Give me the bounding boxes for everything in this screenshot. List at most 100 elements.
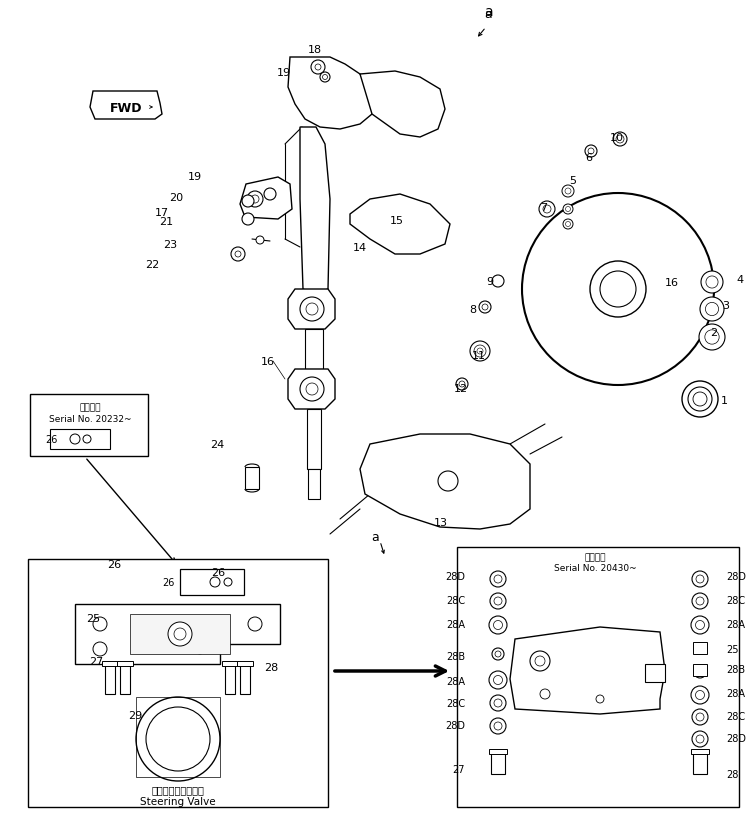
Text: 21: 21: [159, 217, 173, 227]
Circle shape: [438, 472, 458, 491]
Circle shape: [590, 262, 646, 318]
Bar: [105, 664, 115, 695]
Circle shape: [530, 651, 550, 672]
Circle shape: [248, 618, 262, 631]
Circle shape: [494, 597, 502, 605]
Bar: [305, 329, 323, 369]
Bar: [693, 752, 707, 774]
Text: 20: 20: [169, 192, 183, 203]
Text: 28A: 28A: [446, 676, 465, 686]
Text: a: a: [484, 7, 492, 20]
Polygon shape: [288, 290, 335, 329]
Text: 24: 24: [210, 440, 224, 450]
Circle shape: [306, 304, 318, 315]
Text: 26: 26: [107, 559, 121, 569]
Circle shape: [306, 383, 318, 396]
Bar: [237, 661, 253, 666]
Circle shape: [224, 578, 232, 586]
Text: Steering Valve: Steering Valve: [140, 796, 216, 806]
Bar: [245, 468, 259, 490]
Circle shape: [93, 642, 107, 656]
Text: 2: 2: [710, 328, 718, 337]
Text: 25: 25: [86, 613, 100, 623]
Bar: [457, 547, 739, 807]
Text: 28C: 28C: [446, 595, 465, 605]
Circle shape: [696, 621, 705, 630]
Circle shape: [493, 676, 502, 685]
Text: 16: 16: [261, 356, 275, 367]
Text: 28B: 28B: [446, 651, 465, 661]
Bar: [130, 614, 230, 654]
Text: 23: 23: [163, 240, 177, 250]
Circle shape: [482, 305, 488, 310]
Text: 26: 26: [211, 568, 225, 577]
Text: FWD: FWD: [110, 102, 142, 115]
Bar: [30, 395, 148, 456]
Circle shape: [311, 61, 325, 75]
Bar: [645, 664, 665, 682]
Text: 28A: 28A: [446, 619, 465, 629]
Bar: [28, 559, 328, 807]
Text: 10: 10: [610, 133, 624, 143]
Circle shape: [456, 378, 468, 391]
Circle shape: [691, 616, 709, 634]
Circle shape: [692, 572, 708, 587]
Circle shape: [700, 297, 724, 322]
Bar: [491, 752, 505, 774]
Text: 3: 3: [722, 301, 730, 310]
Circle shape: [168, 622, 192, 646]
Text: 28D: 28D: [726, 572, 746, 581]
Polygon shape: [300, 128, 330, 295]
Text: 14: 14: [353, 242, 367, 253]
Bar: [102, 661, 118, 666]
Text: 27: 27: [453, 764, 465, 774]
Circle shape: [474, 346, 486, 358]
Circle shape: [692, 731, 708, 747]
Text: 18: 18: [308, 45, 322, 55]
Circle shape: [701, 272, 723, 294]
Text: 19: 19: [277, 68, 291, 78]
Polygon shape: [360, 72, 445, 138]
Bar: [136, 697, 220, 777]
Circle shape: [479, 301, 491, 314]
Text: Serial No. 20430~: Serial No. 20430~: [553, 563, 636, 572]
Circle shape: [696, 575, 704, 583]
Text: 適用号機: 適用号機: [584, 553, 605, 562]
Circle shape: [600, 272, 636, 308]
Circle shape: [563, 219, 573, 229]
Circle shape: [470, 342, 490, 361]
Circle shape: [692, 593, 708, 609]
Circle shape: [682, 382, 718, 418]
Text: 29: 29: [128, 710, 142, 720]
Circle shape: [256, 237, 264, 245]
Polygon shape: [288, 58, 372, 130]
Circle shape: [320, 73, 330, 83]
Circle shape: [494, 722, 502, 730]
Text: 26: 26: [45, 434, 57, 445]
Circle shape: [83, 436, 91, 443]
Circle shape: [490, 593, 506, 609]
Circle shape: [70, 434, 80, 445]
Circle shape: [543, 206, 551, 214]
Circle shape: [566, 222, 571, 227]
Bar: [225, 664, 235, 695]
Circle shape: [489, 672, 507, 689]
Circle shape: [699, 324, 725, 351]
Text: 15: 15: [390, 215, 404, 226]
Circle shape: [494, 575, 502, 583]
Circle shape: [247, 192, 263, 208]
Text: 27: 27: [89, 656, 103, 666]
Circle shape: [692, 709, 708, 725]
Circle shape: [694, 666, 706, 678]
Circle shape: [490, 695, 506, 711]
Polygon shape: [288, 369, 335, 410]
Text: 28A: 28A: [726, 688, 745, 698]
Text: 16: 16: [665, 278, 679, 287]
Polygon shape: [350, 195, 450, 255]
Text: 28C: 28C: [726, 711, 745, 721]
Circle shape: [697, 669, 703, 675]
Circle shape: [705, 330, 719, 345]
Bar: [693, 642, 707, 654]
Circle shape: [688, 387, 712, 411]
Circle shape: [242, 214, 254, 226]
